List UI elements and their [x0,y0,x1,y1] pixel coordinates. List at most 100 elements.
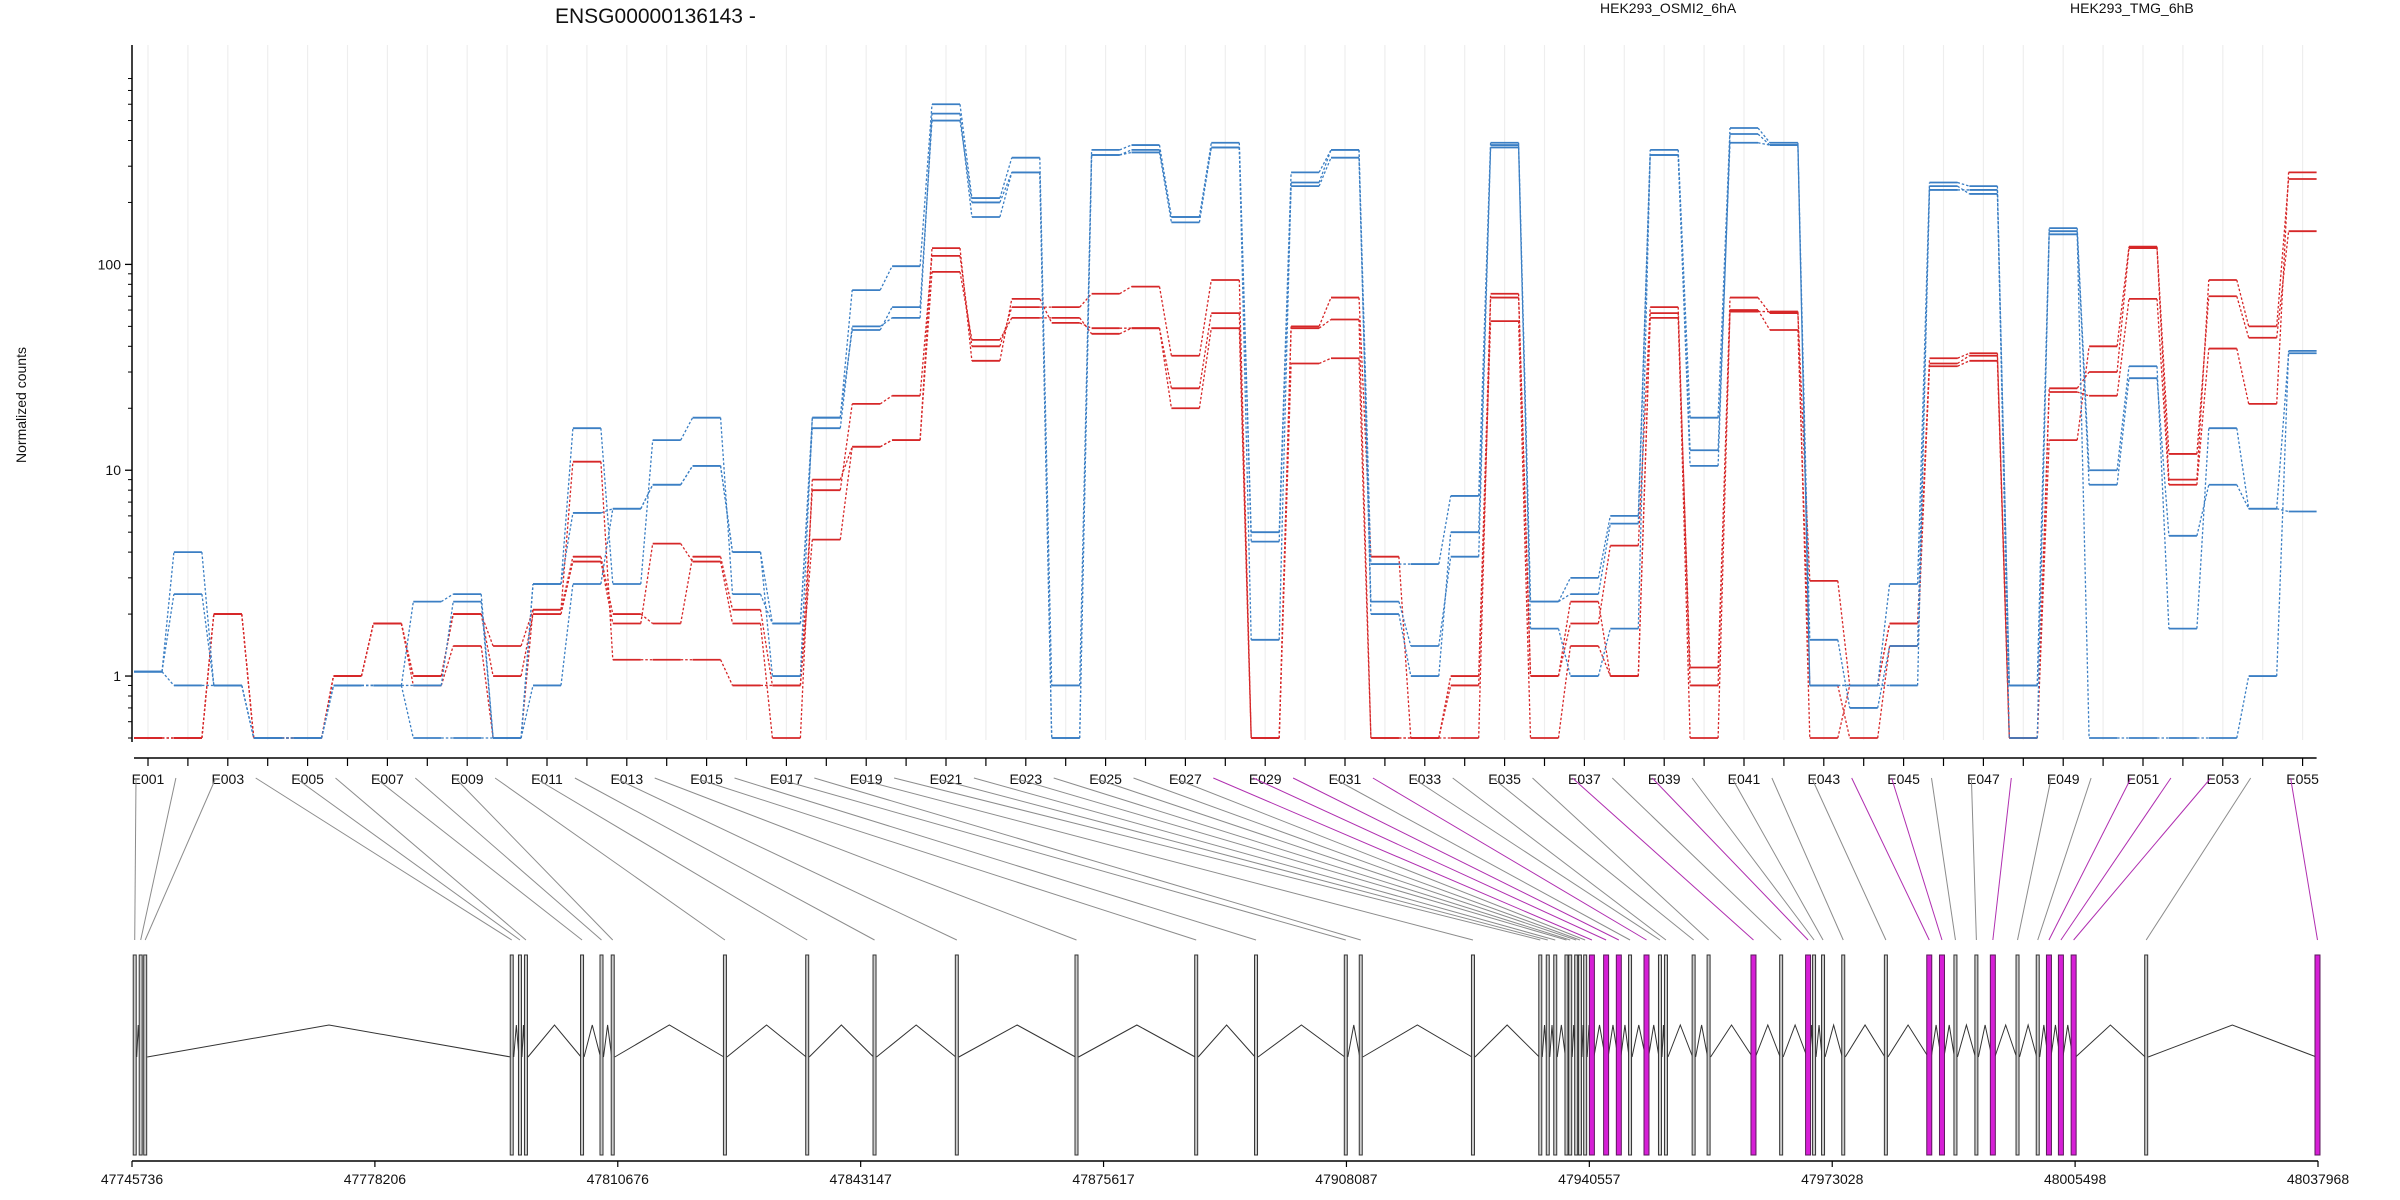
exon-tick-label: E025 [1089,771,1122,787]
series-connector [959,248,973,361]
series-connector [1238,147,1252,640]
series-connector [600,556,614,615]
series-connector [719,556,734,610]
connector-line [1970,777,1977,941]
series-connector [999,172,1013,218]
series-connector [1597,601,1611,677]
connector-line [2017,777,2052,941]
intron-line [876,1024,957,1058]
intron-line [2148,1024,2317,1058]
series-connector [161,594,175,672]
series-connector [1877,645,1891,739]
exon-block [599,954,604,1156]
intron-line [1362,1024,1473,1058]
genomic-tick-label: 48037968 [2287,1171,2350,1187]
series-connector [1797,311,1811,739]
exon-block [1574,954,1579,1156]
series-connector [879,439,893,448]
intron-line [1474,1024,1540,1058]
exon-tick-label: E055 [2286,771,2319,787]
exon-block [872,954,877,1156]
series-connector [680,556,694,624]
connector-line [1213,777,1593,941]
exon-block [1194,954,1199,1156]
series-connector [1079,317,1093,335]
genomic-tick-label: 47745736 [101,1171,164,1187]
exon-block [509,954,514,1156]
series-connector [1119,149,1132,156]
series-connector [1318,297,1332,327]
intron-line [958,1024,1076,1058]
exon-block [1779,954,1784,1156]
connector-line [2060,777,2172,941]
series-connector [839,446,853,480]
series-connector [999,157,1013,199]
series-connector [1877,583,1891,686]
intron-line [1257,1024,1346,1058]
exon-tick-label: E049 [2047,771,2080,787]
connector-line [1252,777,1607,941]
exon-tick-label: E015 [690,771,723,787]
vertical-gridlines [147,45,2304,740]
series-connector [1757,309,1771,331]
exon-block [2314,954,2321,1156]
series-connector [1438,685,1452,739]
series-connector [1119,327,1132,335]
series-connector [2076,231,2090,485]
series-connector [1119,286,1132,295]
series-connector [600,508,614,514]
connector-line [854,777,1474,941]
series-connector [201,552,215,686]
intron-line [1631,1024,1646,1058]
series-connector [999,172,1013,203]
connector-line [144,777,217,941]
exon-tick-label: E031 [1329,771,1362,787]
series-connector [400,623,414,677]
series-connector [2156,246,2170,454]
series-connector [1198,279,1212,356]
exon-block [1545,954,1550,1156]
intron-line [603,1024,613,1058]
connector-line [1093,777,1577,941]
series-connector [640,440,654,585]
series-connector [2116,248,2130,373]
series-connector [2236,428,2250,509]
series-connector [1158,286,1173,356]
series-connector [1877,623,1891,686]
exon-tick-label: E035 [1488,771,1521,787]
connector-line [1811,777,1887,941]
intron-line [1887,1024,1929,1058]
series-connector [1757,127,1771,144]
series-connector [759,623,774,739]
series-connector [520,613,534,677]
series-connector [1398,613,1412,677]
series-connector [959,255,973,347]
genomic-tick-label: 47973028 [1801,1171,1864,1187]
exon-block [1538,954,1543,1156]
intron-line [808,1024,874,1058]
series-connector [1517,297,1532,677]
exon-block [1074,954,1079,1156]
connector-line [1691,777,1815,941]
exon-tick-label: E001 [132,771,165,787]
series-connector [1757,142,1771,146]
exon-tick-label: E041 [1728,771,1761,787]
series-connector [919,255,933,396]
series-connector [1318,357,1332,365]
series-connector [1238,313,1252,739]
series-connector [2036,231,2050,739]
exon-block [1938,954,1945,1156]
intron-line [527,1024,582,1058]
series-connector [1637,317,1651,677]
series-connector [719,561,734,624]
intron-line [1994,1023,2018,1058]
genomic-tick-label: 47908087 [1315,1171,1378,1187]
series-connector [1837,580,1851,686]
exon-tick-label: E009 [451,771,484,787]
connector-line [1572,777,1754,941]
exon-block [2045,954,2052,1156]
exon-block [1926,954,1933,1156]
series-connector [201,614,215,739]
exon-block [610,954,615,1156]
series-connector [799,490,813,686]
